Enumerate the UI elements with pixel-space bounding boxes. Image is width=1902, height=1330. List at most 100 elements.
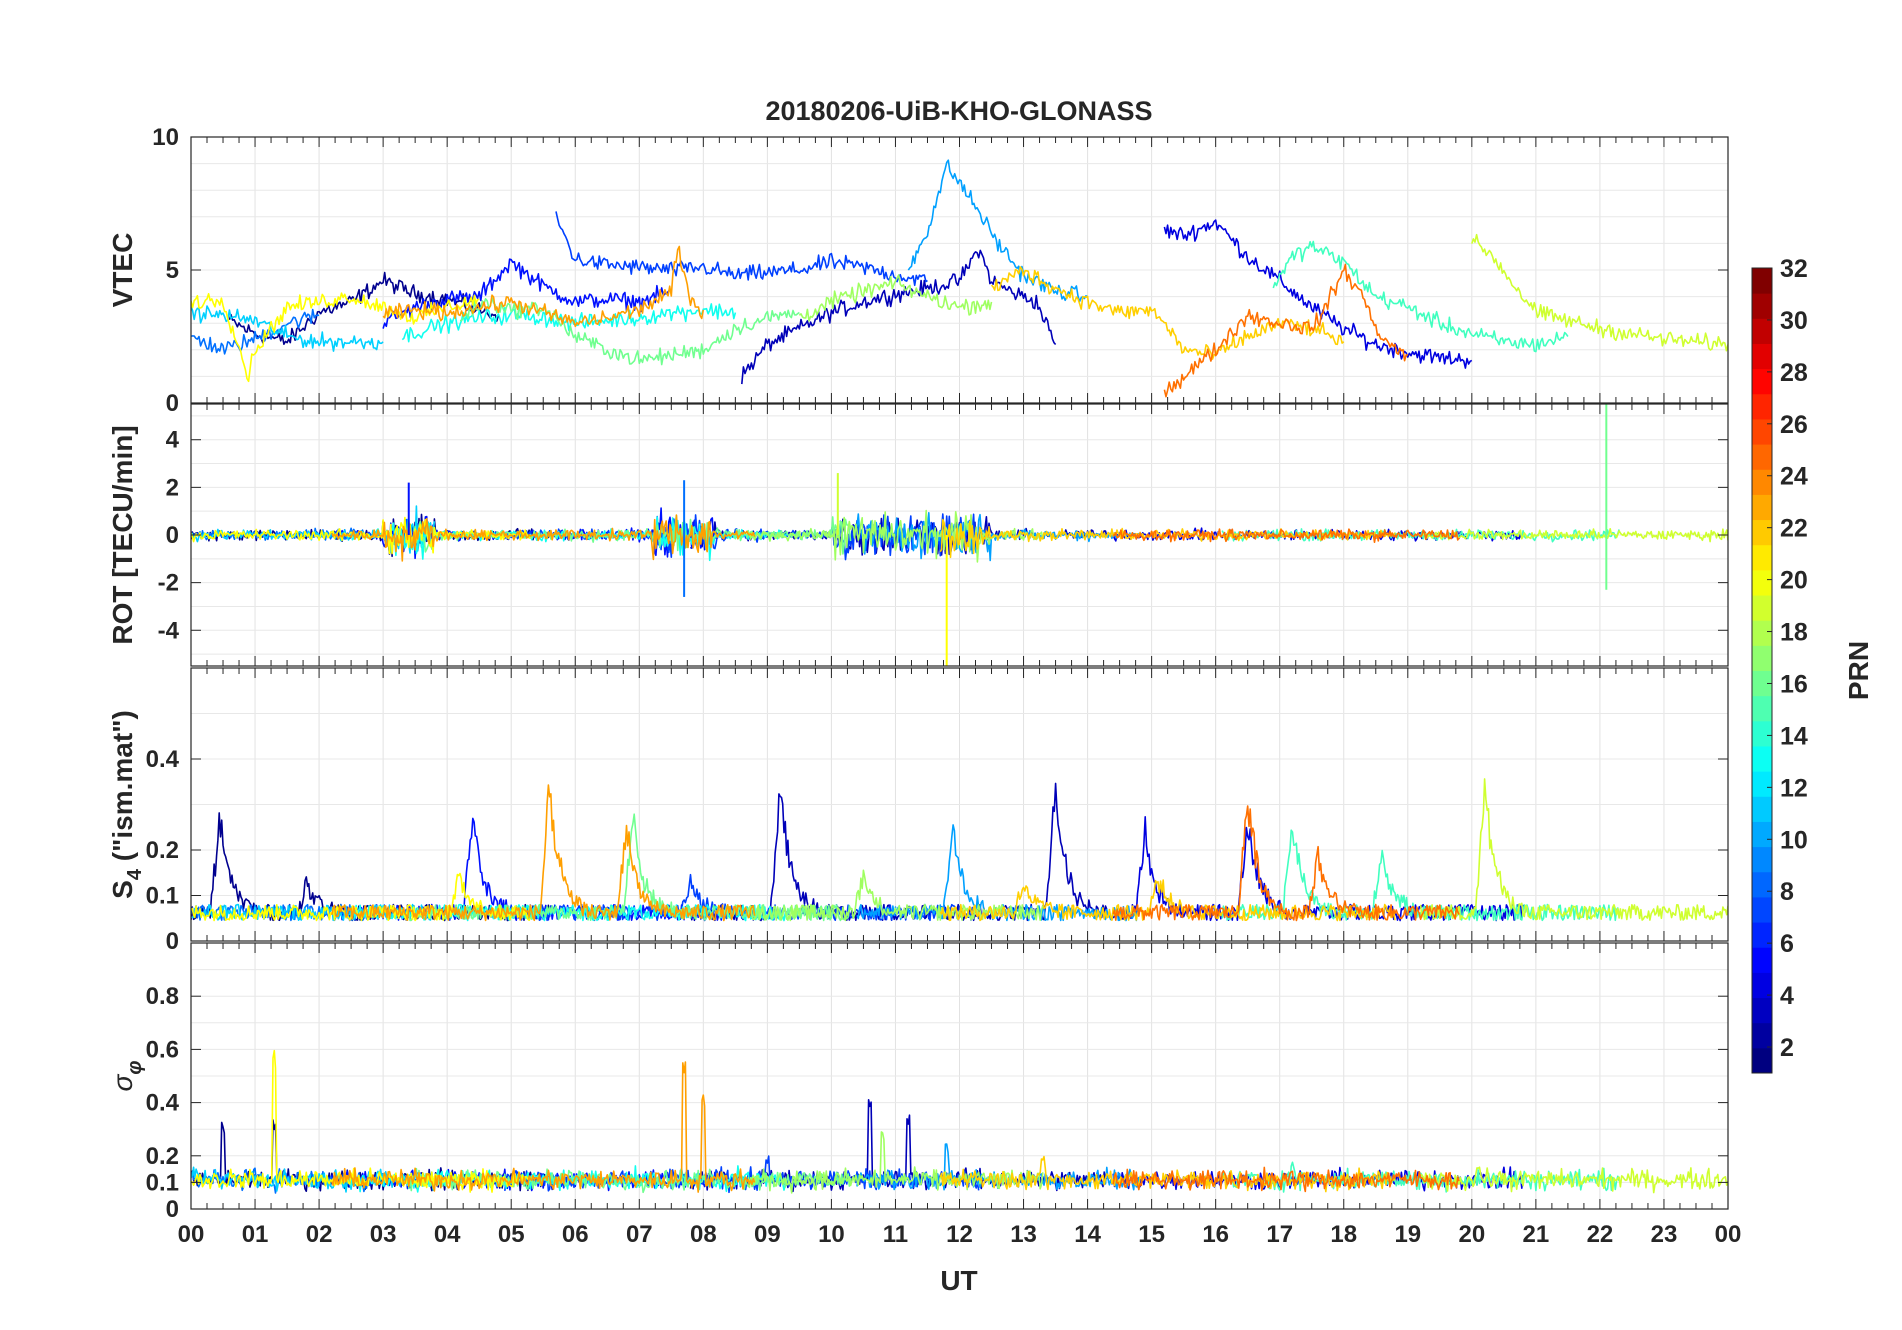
series-line-prn-18	[1471, 233, 1728, 352]
colorbar-swatch	[1752, 896, 1772, 923]
y-tick-label: 0.8	[146, 983, 179, 1010]
x-tick-label: 04	[434, 1221, 461, 1248]
series-line-prn-19	[191, 292, 480, 383]
y-tick-label: 10	[152, 124, 179, 151]
series-line-prn-2	[741, 249, 1057, 385]
panel-data	[191, 1049, 1728, 1194]
colorbar-tick-label: 32	[1780, 255, 1808, 283]
x-tick-label: 01	[242, 1221, 269, 1248]
colorbar-tick-label: 16	[1780, 670, 1808, 698]
colorbar-tick-label: 18	[1780, 619, 1808, 647]
y-tick-label: 0.1	[146, 1169, 179, 1196]
series-line-prn-23	[331, 784, 756, 922]
y-axis-label: VTEC	[107, 233, 138, 308]
series-line-prn-16	[798, 274, 993, 322]
x-tick-label: 20	[1458, 1221, 1485, 1248]
colorbar-tick-label: 22	[1780, 515, 1808, 543]
panel-2: -4 -2 0 2 4 ROT [TECU/min]	[107, 403, 1729, 667]
colorbar-swatch	[1752, 695, 1772, 722]
colorbar-tick-label: 28	[1780, 359, 1808, 387]
x-axis-label: UT	[940, 1265, 977, 1296]
series-line-prn-16	[747, 869, 1044, 922]
series-line-prn-6	[555, 211, 928, 287]
colorbar-tick-label: 30	[1780, 307, 1808, 335]
series-line-prn-23	[382, 245, 705, 328]
colorbar-swatch	[1752, 318, 1772, 344]
colorbar-swatch	[1752, 1047, 1772, 1074]
colorbar-swatch	[1752, 444, 1772, 470]
series-line-prn-16	[747, 1131, 1044, 1194]
series-line-prn-18	[1419, 528, 1728, 543]
panel-data	[191, 778, 1728, 922]
panel-data	[191, 404, 1728, 666]
x-tick-label: 05	[498, 1221, 525, 1248]
y-tick-label: 0	[166, 1196, 179, 1223]
colorbar-swatch	[1752, 393, 1772, 420]
series-line-prn-14	[1272, 240, 1569, 353]
colorbar-swatch	[1752, 947, 1772, 973]
colorbar-swatch	[1752, 544, 1772, 571]
colorbar-swatch	[1752, 494, 1772, 521]
colorbar-label: PRN	[1843, 641, 1874, 700]
series-line-prn-3	[1163, 219, 1473, 369]
x-axis: 00 01 02 03 04 05 06 07 08 09 10 11 12 13 14 15 16 17 18 19…	[178, 1221, 1742, 1248]
colorbar-swatch	[1752, 620, 1772, 646]
y-axis-label-main: S	[107, 880, 138, 899]
y-tick-label: 0.2	[146, 1143, 179, 1170]
y-axis-label-rest: ("ism.mat")	[107, 710, 138, 869]
colorbar-swatch	[1752, 595, 1772, 621]
colorbar-swatch	[1752, 745, 1772, 772]
colorbar-swatch	[1752, 268, 1772, 294]
colorbar-swatch	[1752, 519, 1772, 546]
colorbar-swatch	[1752, 796, 1772, 822]
x-tick-label: 17	[1266, 1221, 1293, 1248]
y-tick-label: 0	[166, 928, 179, 955]
series-line-prn-8	[191, 308, 320, 355]
x-tick-label: 10	[818, 1221, 845, 1248]
x-tick-label: 08	[690, 1221, 717, 1248]
x-tick-label: 19	[1394, 1221, 1421, 1248]
colorbar-swatch	[1752, 368, 1772, 395]
colorbar-swatch	[1752, 720, 1772, 747]
colorbar-swatch	[1752, 871, 1772, 898]
y-axis-label: ROT [TECU/min]	[107, 425, 138, 644]
colorbar-swatch	[1752, 469, 1772, 495]
series-line-prn-9	[907, 159, 1088, 303]
series-line-prn-11	[191, 305, 384, 352]
x-tick-label: 16	[1202, 1221, 1229, 1248]
x-tick-label: 06	[562, 1221, 589, 1248]
colorbar-swatch	[1752, 1022, 1772, 1049]
y-tick-label: 0.4	[146, 1090, 180, 1117]
colorbar-tick-label: 10	[1780, 826, 1808, 854]
colorbar-frame	[1751, 267, 1773, 1074]
x-tick-label: 03	[370, 1221, 397, 1248]
y-tick-label: 0.4	[146, 746, 180, 773]
panel-data	[191, 159, 1728, 398]
y-axis-label-subscript: 4	[124, 868, 146, 880]
y-tick-label: 5	[166, 257, 179, 284]
series-line-prn-19	[191, 516, 531, 555]
colorbar-swatch	[1752, 670, 1772, 697]
series-line-prn-15	[460, 296, 800, 366]
colorbar-tick-label: 20	[1780, 567, 1808, 595]
colorbar-tick-label: 26	[1780, 411, 1808, 439]
x-tick-label: 22	[1587, 1221, 1614, 1248]
x-tick-label: 09	[754, 1221, 781, 1248]
x-tick-label: 18	[1330, 1221, 1357, 1248]
series-line-prn-12	[401, 303, 737, 343]
y-tick-label: -2	[158, 570, 179, 597]
y-tick-label: 0.2	[146, 837, 179, 864]
colorbar-tick-label: 8	[1780, 878, 1794, 906]
y-axis-label: σφ	[107, 1061, 146, 1092]
colorbar-swatch	[1752, 569, 1772, 596]
y-tick-label: -4	[158, 617, 180, 644]
y-tick-label: 4	[166, 427, 180, 454]
y-tick-label: 2	[166, 474, 179, 501]
x-tick-label: 13	[1010, 1221, 1037, 1248]
x-tick-label: 00	[1715, 1221, 1742, 1248]
colorbar-swatch	[1752, 293, 1772, 319]
y-tick-label: 0	[166, 390, 179, 417]
y-axis-label: S4 ("ism.mat")	[107, 710, 146, 899]
